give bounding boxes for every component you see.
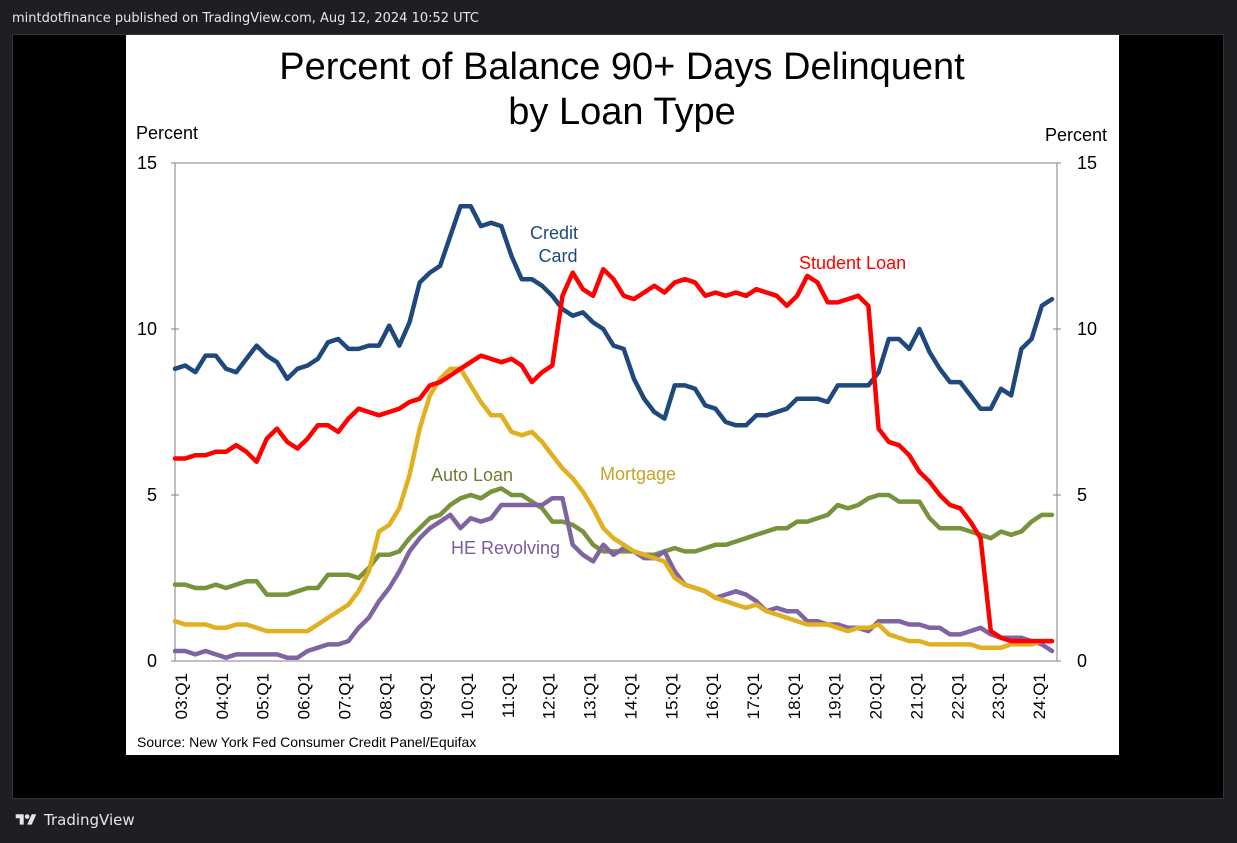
x-tick-label: 03:Q1 [172,673,191,719]
y-tick-label-left: 0 [147,651,157,671]
y-tick-label-left: 10 [137,319,157,339]
brand-name: TradingView [44,811,135,829]
series-line-credit-card [172,203,1055,428]
x-tick-label: 07:Q1 [335,673,354,719]
series-line-student-loan [172,266,1055,644]
plot-area [174,162,1058,662]
y-axis-label-left: Percent [136,123,198,143]
x-tick-label: 16:Q1 [703,673,722,719]
chart-source: Source: New York Fed Consumer Credit Pan… [137,734,476,750]
x-tick-label: 10:Q1 [458,673,477,719]
x-tick-label: 17:Q1 [744,673,763,719]
y-tick-label-right: 10 [1077,319,1097,339]
y-axis-label-right: Percent [1045,125,1107,145]
y-tick-label-right: 0 [1077,651,1087,671]
chart-title-line1: Percent of Balance 90+ Days Delinquent [279,46,965,88]
label-credit-card-line1: Credit [530,223,578,243]
label-mortgage: Mortgage [600,464,676,484]
x-tick-label: 04:Q1 [213,673,232,719]
x-tick-label: 20:Q1 [867,673,886,719]
series-lines [172,203,1055,660]
series-line-auto-loan [172,486,1055,597]
x-tick-label: 21:Q1 [907,673,926,719]
x-tick-label: 22:Q1 [948,673,967,719]
x-tick-label: 06:Q1 [295,673,314,719]
footer-brand: TradingView [14,811,135,829]
label-auto-loan: Auto Loan [431,465,513,485]
x-ticks: 03:Q1 04:Q1 05:Q1 06:Q1 07:Q1 08:Q1 09:Q1 10:Q1… [172,673,1049,719]
x-tick-label: 18:Q1 [785,673,804,719]
y-ticks: 0 0 5 5 10 10 15 15 [137,153,1097,671]
tradingview-logo-icon [15,814,37,825]
published-byline: mintdotfinance published on TradingView.… [12,11,479,26]
series-line-mortgage [172,366,1055,650]
delinquency-chart: Percent of Balance 90+ Days Delinquent b… [136,46,1107,750]
x-tick-label: 23:Q1 [989,673,1008,719]
series-line-he-revolving [172,496,1055,660]
x-tick-label: 09:Q1 [417,673,436,719]
x-tick-label: 12:Q1 [540,673,559,719]
y-tick-label-right: 5 [1077,485,1087,505]
label-student-loan: Student Loan [799,253,906,273]
y-tick-label-right: 15 [1077,153,1097,173]
label-he-revolving: HE Revolving [451,538,560,558]
chart-image: Percent of Balance 90+ Days Delinquent b… [126,35,1119,755]
y-tick-label-left: 5 [147,485,157,505]
x-tick-label: 08:Q1 [376,673,395,719]
x-tick-label: 05:Q1 [254,673,273,719]
label-credit-card-line2: Card [538,246,577,266]
chart-title-line2: by Loan Type [508,91,735,133]
x-tick-label: 11:Q1 [499,673,518,718]
x-tick-label: 19:Q1 [826,673,845,719]
x-tick-label: 14:Q1 [621,673,640,719]
x-tick-label: 24:Q1 [1030,673,1049,719]
x-tick-label: 13:Q1 [581,673,600,719]
y-tick-label-left: 15 [137,153,157,173]
x-tick-label: 15:Q1 [662,673,681,719]
